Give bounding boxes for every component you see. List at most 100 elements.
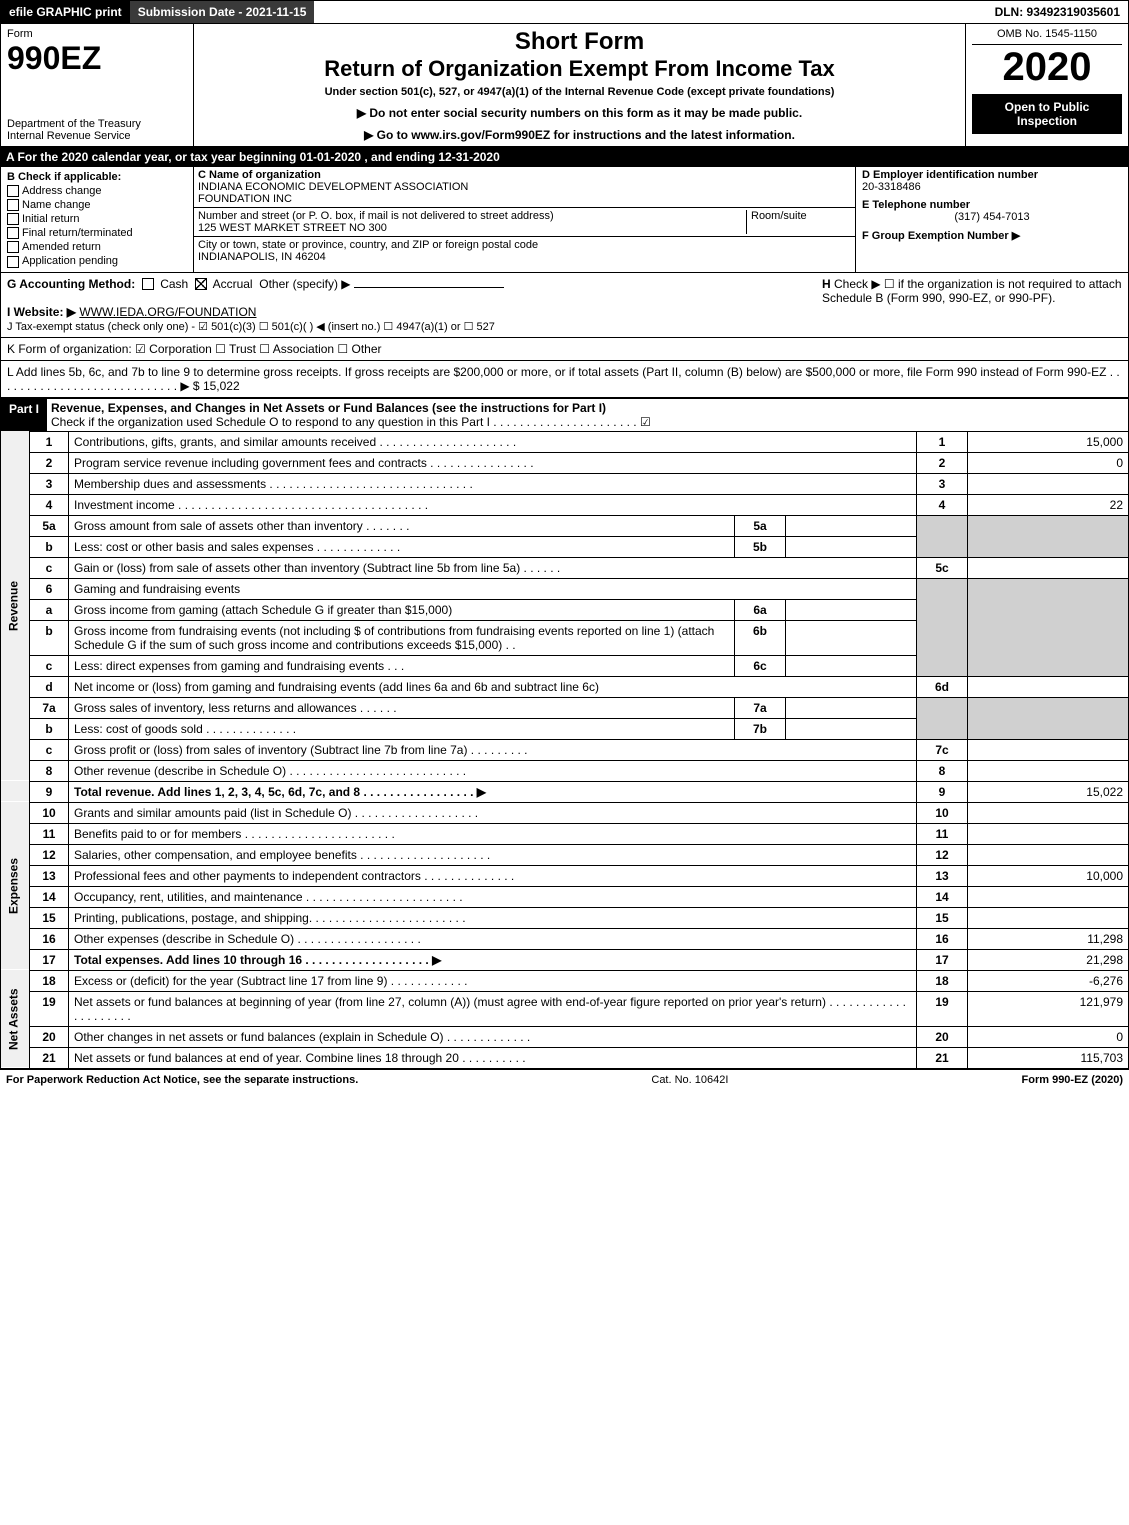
line-20-amt: 0 — [968, 1026, 1129, 1047]
check-address-change[interactable]: Address change — [7, 185, 187, 197]
website-value[interactable]: WWW.IEDA.ORG/FOUNDATION — [79, 305, 256, 319]
box-c: C Name of organization INDIANA ECONOMIC … — [194, 167, 855, 272]
line-12-amt — [968, 844, 1129, 865]
open-public: Open to Public Inspection — [972, 94, 1122, 134]
line-6a-desc: Gross income from gaming (attach Schedul… — [69, 599, 735, 620]
check-application-pending[interactable]: Application pending — [7, 255, 187, 267]
footer-form-ref: Form 990-EZ (2020) — [1022, 1074, 1123, 1086]
part-i-label: Part I — [1, 399, 47, 431]
line-11-amt — [968, 823, 1129, 844]
line-11-desc: Benefits paid to or for members . . . . … — [69, 823, 917, 844]
line-3-amt — [968, 473, 1129, 494]
check-final-return[interactable]: Final return/terminated — [7, 227, 187, 239]
line-13-desc: Professional fees and other payments to … — [69, 865, 917, 886]
line-10-desc: Grants and similar amounts paid (list in… — [69, 802, 917, 823]
line-6d-amt — [968, 676, 1129, 697]
expenses-side-label: Expenses — [1, 802, 30, 970]
part-i-table: Revenue 1 Contributions, gifts, grants, … — [0, 431, 1129, 1069]
revenue-side-label: Revenue — [1, 431, 30, 781]
row-g-h: G Accounting Method: Cash Accrual Other … — [0, 273, 1129, 338]
line-14-amt — [968, 886, 1129, 907]
form-number: 990EZ — [7, 40, 187, 77]
line-i-label: I Website: ▶ — [7, 305, 76, 319]
line-19-desc: Net assets or fund balances at beginning… — [69, 991, 917, 1026]
line-5a-desc: Gross amount from sale of assets other t… — [69, 515, 735, 536]
top-bar: efile GRAPHIC print Submission Date - 20… — [0, 0, 1129, 24]
line-3-desc: Membership dues and assessments . . . . … — [69, 473, 917, 494]
line-7b-desc: Less: cost of goods sold . . . . . . . .… — [69, 718, 735, 739]
line-21-desc: Net assets or fund balances at end of ye… — [69, 1047, 917, 1068]
line-6-desc: Gaming and fundraising events — [69, 578, 917, 599]
footer-left: For Paperwork Reduction Act Notice, see … — [6, 1074, 358, 1086]
line-5b-desc: Less: cost or other basis and sales expe… — [69, 536, 735, 557]
footer: For Paperwork Reduction Act Notice, see … — [0, 1069, 1129, 1090]
notice-ssn: ▶ Do not enter social security numbers o… — [200, 106, 959, 120]
tax-year: 2020 — [972, 45, 1122, 90]
line-21-amt: 115,703 — [968, 1047, 1129, 1068]
line-7c-desc: Gross profit or (loss) from sales of inv… — [69, 739, 917, 760]
street-label: Number and street (or P. O. box, if mail… — [198, 210, 554, 222]
line-2-desc: Program service revenue including govern… — [69, 452, 917, 473]
line-4-desc: Investment income . . . . . . . . . . . … — [69, 494, 917, 515]
irs-label: Internal Revenue Service — [7, 130, 131, 142]
line-13-amt: 10,000 — [968, 865, 1129, 886]
check-accrual[interactable] — [195, 278, 207, 290]
form-label: Form — [7, 28, 187, 40]
subtitle: Under section 501(c), 527, or 4947(a)(1)… — [200, 86, 959, 98]
period-strip: A For the 2020 calendar year, or tax yea… — [0, 147, 1129, 167]
org-name-2: FOUNDATION INC — [198, 193, 851, 205]
line-17-amt: 21,298 — [968, 949, 1129, 970]
part-i-check: Check if the organization used Schedule … — [51, 415, 651, 429]
line-1-desc: Contributions, gifts, grants, and simila… — [69, 431, 917, 452]
omb-no: OMB No. 1545-1150 — [972, 28, 1122, 45]
line-10-amt — [968, 802, 1129, 823]
line-19-amt: 121,979 — [968, 991, 1129, 1026]
netassets-side-label: Net Assets — [1, 970, 30, 1068]
check-amended-return[interactable]: Amended return — [7, 241, 187, 253]
line-6b-desc: Gross income from fundraising events (no… — [69, 620, 735, 655]
footer-cat-no: Cat. No. 10642I — [358, 1074, 1021, 1086]
line-18-amt: -6,276 — [968, 970, 1129, 991]
line-18-desc: Excess or (deficit) for the year (Subtra… — [69, 970, 917, 991]
line-8-desc: Other revenue (describe in Schedule O) .… — [69, 760, 917, 781]
check-cash[interactable] — [142, 278, 154, 290]
line-j: J Tax-exempt status (check only one) - ☑… — [7, 321, 495, 333]
line-k: K Form of organization: ☑ Corporation ☐ … — [0, 338, 1129, 361]
line-7a-desc: Gross sales of inventory, less returns a… — [69, 697, 735, 718]
line-6d-desc: Net income or (loss) from gaming and fun… — [69, 676, 917, 697]
line-15-desc: Printing, publications, postage, and shi… — [69, 907, 917, 928]
check-name-change[interactable]: Name change — [7, 199, 187, 211]
phone-value: (317) 454-7013 — [862, 211, 1122, 223]
city-label: City or town, state or province, country… — [198, 239, 538, 251]
line-h-text: Check ▶ ☐ if the organization is not req… — [822, 277, 1122, 305]
street-value: 125 WEST MARKET STREET NO 300 — [198, 222, 387, 234]
line-9-desc: Total revenue. Add lines 1, 2, 3, 4, 5c,… — [69, 781, 917, 802]
line-9-amt: 15,022 — [968, 781, 1129, 802]
line-h-label: H — [822, 277, 831, 291]
form-header: Form 990EZ Department of the Treasury In… — [0, 24, 1129, 147]
dept-treasury: Department of the Treasury — [7, 118, 141, 130]
line-16-amt: 11,298 — [968, 928, 1129, 949]
room-label: Room/suite — [751, 210, 807, 222]
line-15-amt — [968, 907, 1129, 928]
line-6c-desc: Less: direct expenses from gaming and fu… — [69, 655, 735, 676]
check-initial-return[interactable]: Initial return — [7, 213, 187, 225]
submission-date: Submission Date - 2021-11-15 — [130, 1, 315, 23]
org-name-1: INDIANA ECONOMIC DEVELOPMENT ASSOCIATION — [198, 181, 851, 193]
line-7c-amt — [968, 739, 1129, 760]
notice-url: ▶ Go to www.irs.gov/Form990EZ for instru… — [200, 128, 959, 142]
line-17-desc: Total expenses. Add lines 10 through 16 … — [69, 949, 917, 970]
city-value: INDIANAPOLIS, IN 46204 — [198, 251, 326, 263]
box-e-label: E Telephone number — [862, 199, 1122, 211]
short-form-title: Short Form — [200, 28, 959, 56]
part-i-title: Revenue, Expenses, and Changes in Net As… — [51, 401, 606, 415]
line-4-amt: 22 — [968, 494, 1129, 515]
line-20-desc: Other changes in net assets or fund bala… — [69, 1026, 917, 1047]
line-12-desc: Salaries, other compensation, and employ… — [69, 844, 917, 865]
line-8-amt — [968, 760, 1129, 781]
line-g-label: G Accounting Method: — [7, 277, 135, 291]
line-5c-amt — [968, 557, 1129, 578]
line-14-desc: Occupancy, rent, utilities, and maintena… — [69, 886, 917, 907]
ein-value: 20-3318486 — [862, 181, 1122, 193]
line-16-desc: Other expenses (describe in Schedule O) … — [69, 928, 917, 949]
